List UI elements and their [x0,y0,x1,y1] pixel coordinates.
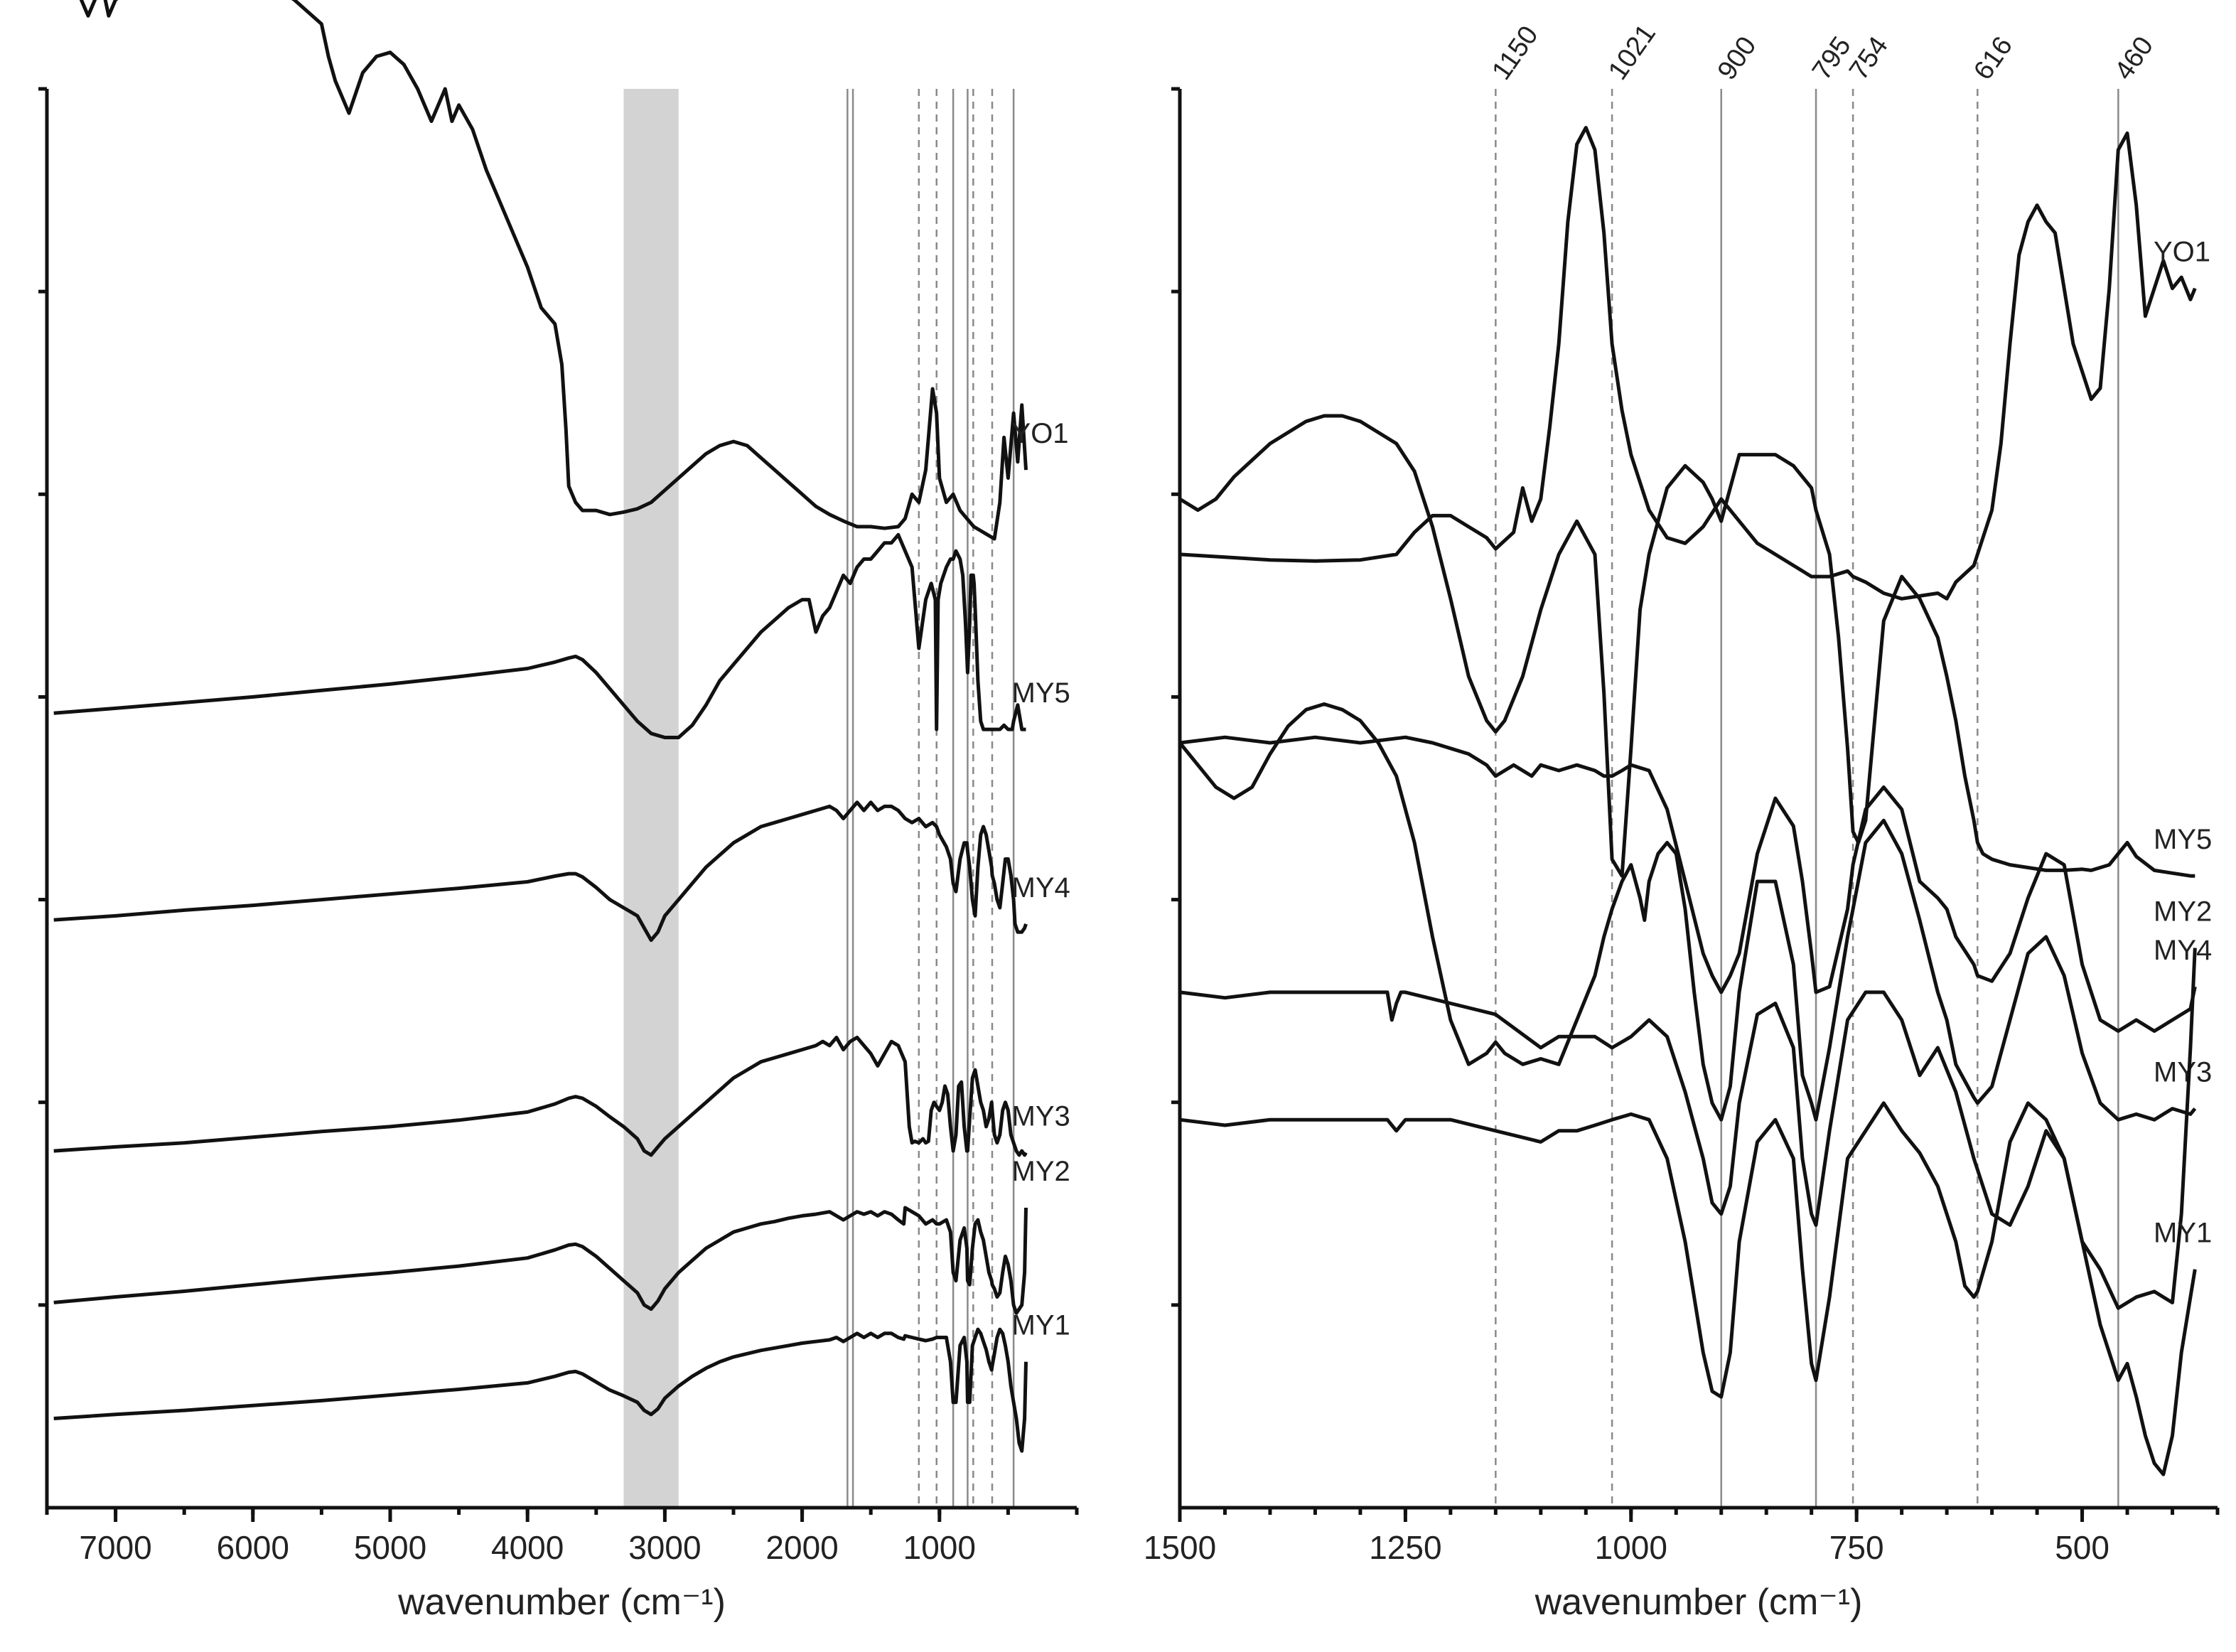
series-label-my1: MY1 [2154,1218,2212,1249]
x-tick-label-2000: 2000 [765,1529,838,1566]
series-label-my1: MY1 [1012,1310,1070,1341]
spectrum-my4 [1179,735,2197,1033]
x-tick-label-6000: 6000 [217,1529,289,1566]
x-axis-title: wavenumber (cm⁻¹) [1534,1582,1863,1623]
x-tick-label-4000: 4000 [491,1529,564,1566]
series-label-yo1: YO1 [2154,237,2210,268]
marker-label-754: 754 [1844,31,1894,85]
spectrum-yo1 [1179,126,2197,601]
spectrum-yo1 [79,0,1028,541]
marker-label-1021: 1021 [1603,19,1662,85]
x-tick-label-500: 500 [2055,1529,2109,1566]
left-panel: 7000 6000 5000 4000 3000 2000 1000 wavenumber (… [38,0,1079,1623]
series-label-my2: MY2 [2154,896,2212,928]
marker-label-460: 460 [2109,31,2159,85]
marker-label-795: 795 [1807,31,1857,85]
series-label-my4: MY4 [2154,935,2212,966]
x-tick-label-1000: 1000 [1595,1529,1667,1566]
spectrum-my3 [1178,702,2197,1122]
x-axis-title: wavenumber (cm⁻¹) [397,1582,726,1623]
spectrum-my5 [53,532,1026,739]
spectrum-my1 [1179,1101,2197,1476]
x-tick-label-3000: 3000 [628,1529,701,1566]
x-tick-label-1000: 1000 [903,1529,976,1566]
marker-label-900: 900 [1712,31,1763,85]
x-tick-label-1500: 1500 [1144,1529,1216,1566]
series-label-yo1: YO1 [1012,418,1069,449]
marker-label-1150: 1150 [1486,21,1544,85]
series-label-my2: MY2 [1012,1156,1070,1187]
x-tick-label-7000: 7000 [79,1529,151,1566]
series-label-my3: MY3 [1012,1100,1070,1132]
series-label-my4: MY4 [1012,872,1070,903]
x-tick-label-5000: 5000 [354,1529,426,1566]
spectrum-my5 [1178,414,2195,878]
spectrum-my4 [53,800,1028,943]
marker-label-616: 616 [1968,31,2019,85]
series-label-my3: MY3 [2154,1057,2212,1088]
shaded-region [623,89,679,1508]
series-label-my5: MY5 [1012,677,1070,709]
spectrum-my1 [53,1327,1028,1453]
series-label-my5: MY5 [2154,824,2212,855]
spectrum-my2 [53,1206,1028,1315]
x-tick-label-750: 750 [1829,1529,1884,1566]
spectrum-my3 [53,1036,1028,1157]
x-tick-label-1250: 1250 [1369,1529,1441,1566]
